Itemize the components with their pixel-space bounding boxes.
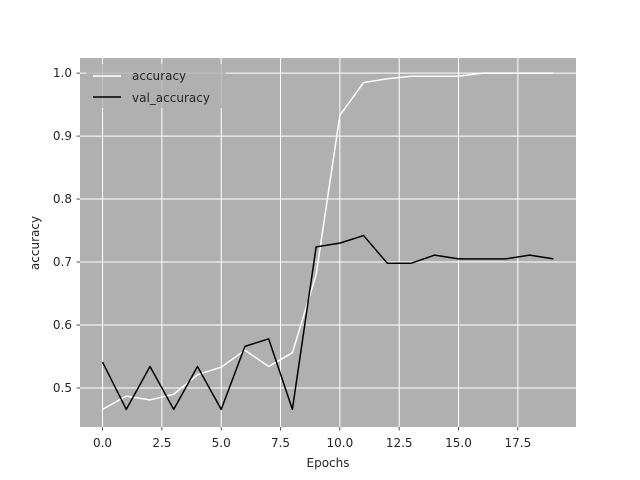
y-tick-label: 0.7 xyxy=(53,255,72,269)
x-tick-label: 15.0 xyxy=(445,436,472,450)
y-tick-label: 0.8 xyxy=(53,192,72,206)
y-tick-label: 0.9 xyxy=(53,129,72,143)
x-tick-label: 2.5 xyxy=(152,436,171,450)
y-axis-label: accuracy xyxy=(28,216,42,270)
x-axis-ticks: 0.0 2.5 5.0 7.5 10.0 12.5 15.0 17.5 xyxy=(93,427,531,450)
x-tick-label: 10.0 xyxy=(327,436,354,450)
plot-area xyxy=(80,58,576,427)
y-tick-label: 0.6 xyxy=(53,318,72,332)
x-tick-label: 17.5 xyxy=(504,436,531,450)
y-axis-ticks: 0.5 0.6 0.7 0.8 0.9 1.0 xyxy=(53,66,80,395)
x-tick-label: 7.5 xyxy=(271,436,290,450)
y-tick-label: 0.5 xyxy=(53,381,72,395)
series-line-accuracy xyxy=(102,72,554,411)
series-line-val-accuracy xyxy=(101,234,554,411)
x-tick-label: 5.0 xyxy=(212,436,231,450)
legend-label-accuracy: accuracy xyxy=(132,69,186,83)
series-lines xyxy=(101,72,554,411)
x-axis-label: Epochs xyxy=(307,456,350,470)
y-tick-label: 1.0 xyxy=(53,66,72,80)
x-tick-label: 0.0 xyxy=(93,436,112,450)
legend-box xyxy=(86,64,226,108)
legend-label-val-accuracy: val_accuracy xyxy=(132,91,210,105)
x-tick-label: 12.5 xyxy=(386,436,413,450)
legend: accuracy val_accuracy xyxy=(86,64,226,108)
